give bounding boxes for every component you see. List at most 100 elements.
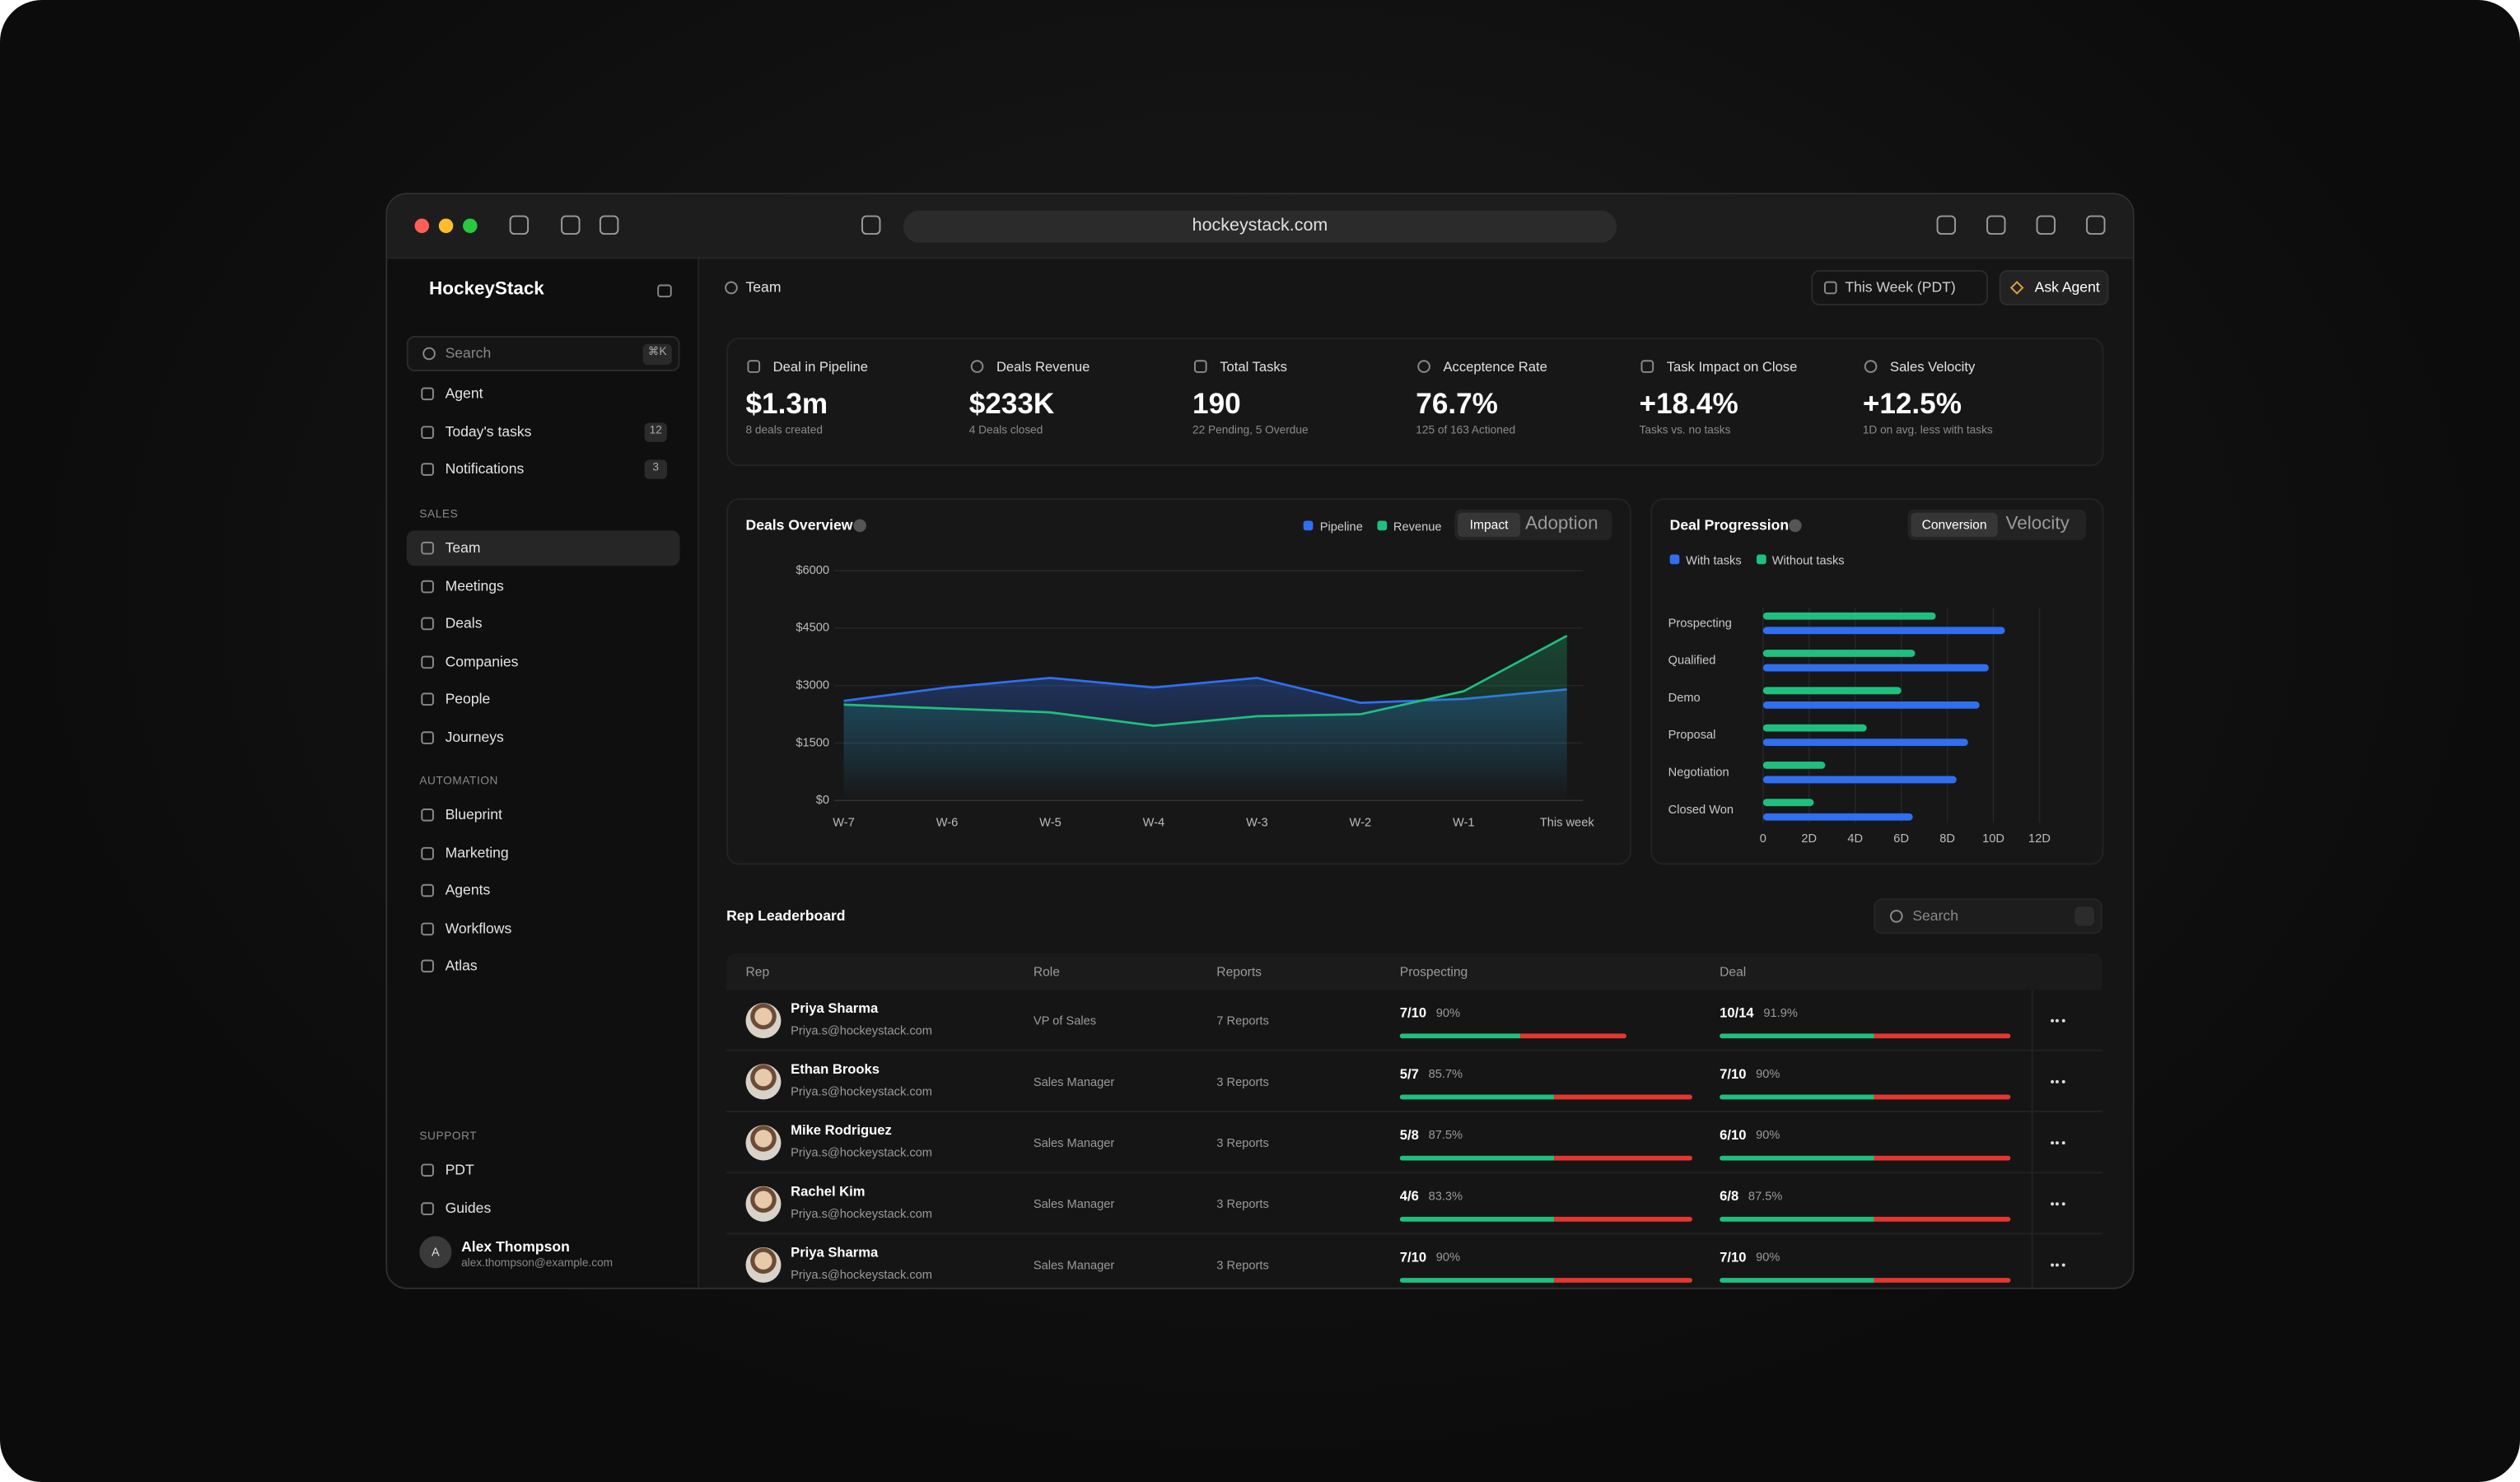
progress-red <box>1874 1033 2011 1039</box>
url: hockeystack.com <box>1192 216 1328 235</box>
bar <box>1762 701 1980 709</box>
table-row[interactable] <box>726 990 2102 1051</box>
toolbar-button[interactable] <box>2036 215 2056 235</box>
icon <box>725 281 738 295</box>
nav-item[interactable]: Meetings <box>445 577 504 594</box>
menu-dot[interactable] <box>2050 1018 2054 1023</box>
menu-dot[interactable] <box>2056 1141 2059 1145</box>
menu-dot[interactable] <box>2060 1202 2065 1206</box>
menu-dot[interactable] <box>2056 1079 2059 1084</box>
menu-dot[interactable] <box>2056 1202 2059 1206</box>
collapse-button[interactable] <box>657 284 672 298</box>
legend-swatch <box>1304 520 1314 531</box>
toggle-option[interactable]: Conversion <box>1921 518 1987 533</box>
rep-name: Priya Sharma <box>791 1243 879 1261</box>
toolbar-button[interactable] <box>599 215 619 235</box>
nav-item[interactable]: Guides <box>445 1199 492 1216</box>
badge-count: 3 <box>652 462 660 474</box>
menu-dot[interactable] <box>2060 1079 2065 1084</box>
shortcut-chip <box>642 343 672 365</box>
progress-red <box>1555 1216 1692 1222</box>
progress-green <box>1720 1033 1874 1039</box>
icon <box>421 730 434 743</box>
progress-green <box>1720 1155 1874 1161</box>
x-tick-label: 4D <box>1847 832 1863 846</box>
toggle-option[interactable]: Adoption <box>1525 514 1598 534</box>
menu-dot[interactable] <box>2060 1018 2065 1023</box>
legend-swatch <box>1377 520 1388 531</box>
toggle-option[interactable]: Impact <box>1469 518 1509 533</box>
menu-dot[interactable] <box>2050 1079 2054 1084</box>
menu-dot[interactable] <box>2056 1018 2059 1023</box>
progress-green <box>1720 1278 1874 1283</box>
table-search[interactable] <box>1874 898 2102 934</box>
menu-dot[interactable] <box>2050 1202 2054 1206</box>
traffic-light[interactable] <box>414 218 430 234</box>
menu-dot[interactable] <box>2050 1263 2054 1267</box>
kpi-value: +18.4% <box>1639 386 1738 419</box>
avatar <box>745 1247 782 1283</box>
nav-item[interactable]: Marketing <box>445 844 509 860</box>
menu-dot[interactable] <box>2050 1141 2054 1145</box>
toggle-active[interactable] <box>1911 512 1998 538</box>
toolbar-button[interactable] <box>561 215 581 235</box>
nav-item[interactable]: Workflows <box>445 919 512 936</box>
nav-item[interactable]: Notifications <box>445 460 525 478</box>
icon <box>970 360 984 373</box>
nav-item[interactable]: Atlas <box>445 957 478 974</box>
nav-item[interactable]: Blueprint <box>445 806 502 823</box>
nav-item[interactable]: Companies <box>445 652 519 669</box>
nav-item[interactable]: PDT <box>445 1161 474 1178</box>
user-name[interactable]: Alex Thompson <box>461 1238 570 1255</box>
deal-ratio: 10/14 <box>1720 1004 1754 1021</box>
toggle-active[interactable] <box>1458 512 1521 538</box>
nav-item[interactable]: Journeys <box>445 728 504 745</box>
nav-item[interactable]: Agents <box>445 882 491 898</box>
search-shortcut: ⌘K <box>647 347 667 358</box>
section-title: Rep Leaderboard <box>726 907 846 924</box>
menu-dot[interactable] <box>2056 1263 2059 1267</box>
toggle-option[interactable]: Velocity <box>2005 514 2070 534</box>
rep-reports: 3 Reports <box>1216 1257 1269 1273</box>
toolbar-button[interactable] <box>861 215 881 235</box>
progress-red <box>1874 1094 2011 1100</box>
date-picker[interactable] <box>1811 269 1989 305</box>
nav-item[interactable]: Deals <box>445 614 483 631</box>
nav-item[interactable]: Today's tasks <box>445 423 532 440</box>
progress-green <box>1720 1216 1874 1222</box>
nav-item[interactable]: Team <box>445 539 481 556</box>
brand[interactable]: HockeyStack <box>429 279 544 300</box>
deal-rate: 90% <box>1756 1066 1780 1081</box>
kpi-value: $1.3m <box>745 386 828 419</box>
nav-item[interactable]: People <box>445 690 491 707</box>
y-tick-label: Demo <box>1668 692 1701 705</box>
menu-dot[interactable] <box>2060 1263 2065 1267</box>
breadcrumb: Team <box>745 278 782 296</box>
y-tick-label: Qualified <box>1668 655 1716 668</box>
toolbar-button[interactable] <box>509 215 530 235</box>
kpi-panel <box>726 337 2104 467</box>
kpi-label: Total Tasks <box>1220 358 1287 375</box>
toolbar-button[interactable] <box>2086 215 2106 235</box>
prospecting-rate: 90% <box>1435 1005 1461 1020</box>
toolbar-button[interactable] <box>1986 215 2006 235</box>
toolbar-button[interactable] <box>1936 215 1957 235</box>
traffic-light[interactable] <box>438 218 454 234</box>
search-box[interactable] <box>406 336 680 371</box>
address-bar[interactable] <box>903 210 1617 243</box>
x-tick-label: 10D <box>1982 832 2004 846</box>
section-title: SALES <box>419 509 459 521</box>
menu-dot[interactable] <box>2060 1141 2065 1145</box>
progress-green <box>1399 1216 1556 1222</box>
ask-agent-button[interactable] <box>1999 269 2109 305</box>
progress-red <box>1874 1278 2011 1283</box>
nav-item[interactable]: Agent <box>445 384 483 402</box>
table-row[interactable] <box>726 1112 2102 1174</box>
table-row[interactable] <box>726 1051 2102 1112</box>
chart-panel <box>1650 498 2104 865</box>
progress-green <box>1399 1094 1556 1100</box>
table-row[interactable] <box>726 1173 2102 1235</box>
traffic-light[interactable] <box>463 218 478 234</box>
info-icon <box>1789 519 1802 533</box>
